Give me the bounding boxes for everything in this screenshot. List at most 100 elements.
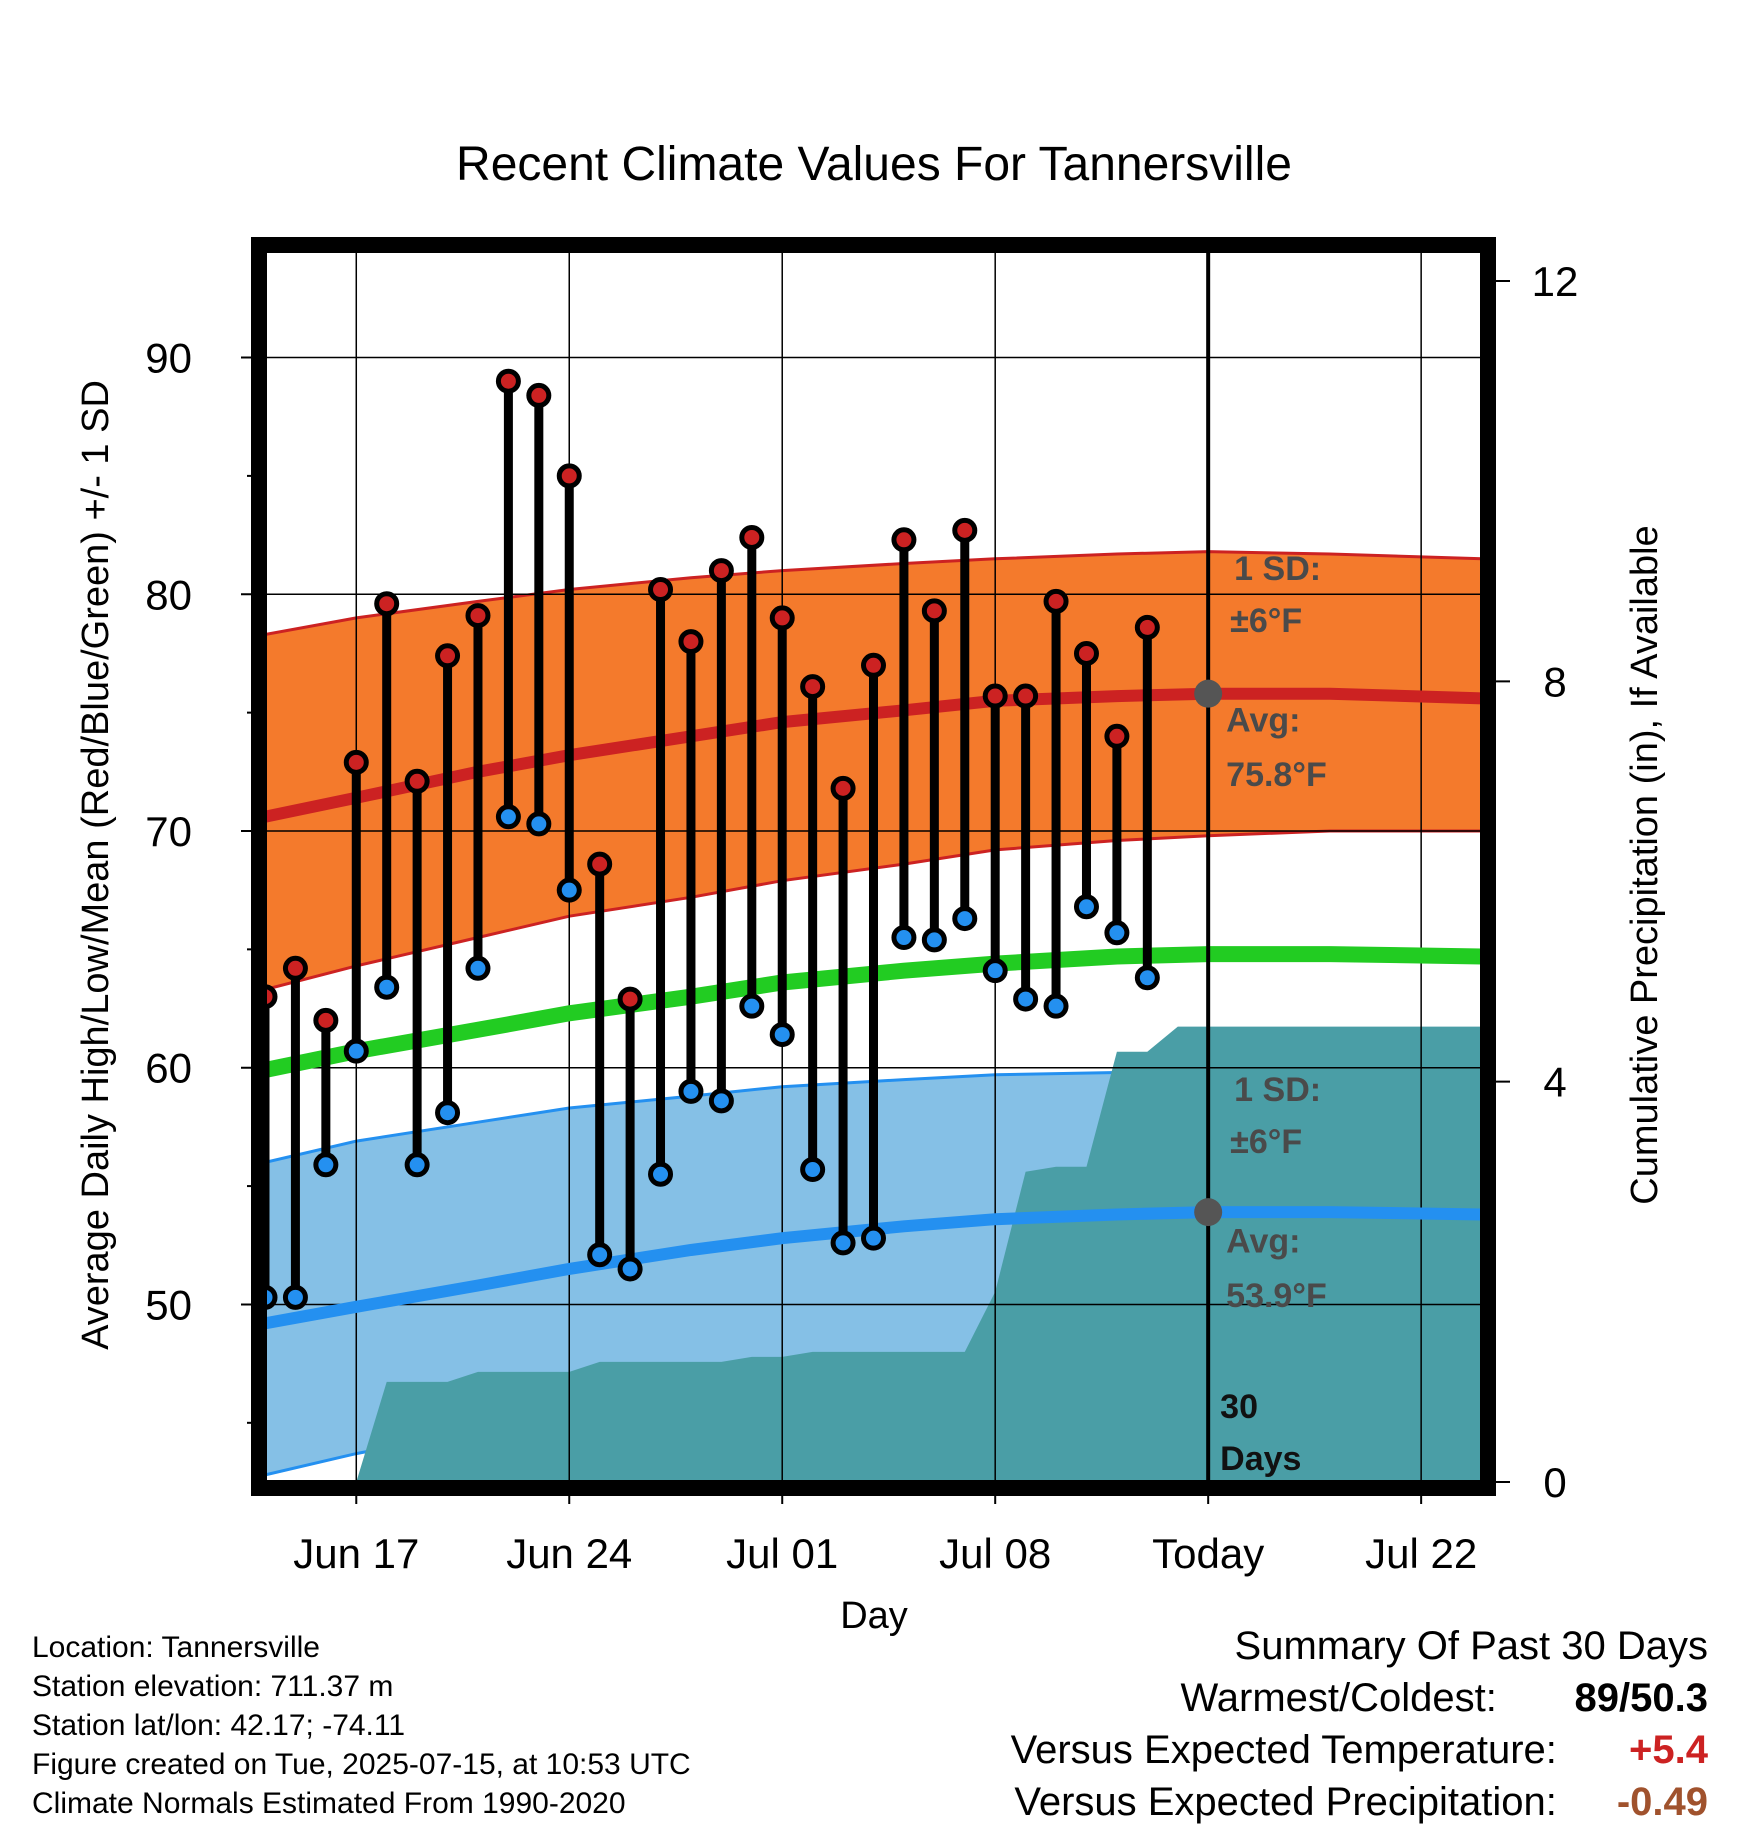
y-axis-label-left: Average Daily High/Low/Mean (Red/Blue/Gr…	[75, 380, 117, 1350]
daily-low-point	[1073, 894, 1099, 920]
y-tick-label-left: 80	[145, 571, 192, 618]
daily-low-point	[861, 1225, 886, 1251]
daily-low-point	[648, 1161, 674, 1187]
daily-low-point	[1043, 993, 1069, 1019]
daily-high-point	[648, 577, 674, 603]
low-avg-label: Avg:	[1226, 1222, 1300, 1260]
y-axis-label-right: Cumulative Precipitation (in), If Availa…	[1624, 525, 1666, 1204]
avg-high-line	[265, 687, 1482, 823]
daily-high-point	[526, 382, 552, 408]
station-info: Location: Tannersville Station elevation…	[32, 1628, 691, 1823]
daily-low-point	[556, 877, 582, 903]
axes: Jun 17 Jun 24 Jul 01 Jul 08 Today Jul 22 50 60 7…	[145, 237, 1579, 1577]
y-tick-label-right: 0	[1543, 1459, 1566, 1506]
window-days-label: Days	[1220, 1440, 1301, 1478]
daily-high-point	[435, 643, 461, 669]
daily-low-point	[800, 1157, 826, 1183]
created-text: Figure created on Tue, 2025-07-15, at 10…	[32, 1748, 691, 1781]
daily-high-point	[495, 368, 521, 394]
x-tick-label: Jun 24	[506, 1530, 632, 1577]
daily-low-point	[708, 1088, 734, 1114]
daily-low-point	[374, 974, 400, 1000]
location-text: Location: Tannersville	[32, 1631, 320, 1664]
low-sd-value: ±6°F	[1230, 1123, 1302, 1161]
daily-high-point	[678, 629, 704, 655]
daily-high-point	[739, 524, 765, 550]
y-tick-label-left: 50	[145, 1281, 192, 1328]
daily-low-point	[769, 1022, 795, 1048]
today-avg-high-marker	[1194, 679, 1223, 708]
daily-low-point	[282, 1284, 308, 1310]
daily-high-point	[282, 955, 308, 981]
normals-text: Climate Normals Estimated From 1990-2020	[32, 1787, 626, 1820]
daily-low-point	[1134, 965, 1160, 991]
low-avg-value: 53.9°F	[1226, 1277, 1327, 1315]
daily-low-point	[435, 1100, 461, 1126]
daily-high-point	[1073, 640, 1099, 666]
daily-low-point	[587, 1242, 613, 1268]
y-tick-label-right: 8	[1543, 658, 1566, 705]
daily-low-point	[921, 927, 947, 953]
daily-high-point	[982, 683, 1008, 709]
x-tick-label: Jul 22	[1365, 1530, 1477, 1577]
x-tick-label: Today	[1152, 1530, 1264, 1577]
y-tick-label-left: 90	[145, 335, 192, 382]
daily-low-point	[982, 958, 1008, 984]
high-avg-value: 75.8°F	[1226, 756, 1327, 794]
summary-warmest-coldest: Warmest/Coldest: 89/50.3	[1011, 1672, 1709, 1724]
plot-content	[265, 251, 1482, 1482]
temp-label: Versus Expected Temperature:	[1010, 1728, 1557, 1772]
summary-panel: Summary Of Past 30 Days Warmest/Coldest:…	[1011, 1620, 1708, 1828]
daily-high-point	[617, 986, 643, 1012]
daily-low-point	[617, 1256, 643, 1282]
daily-high-point	[313, 1007, 339, 1033]
x-tick-label: Jun 17	[293, 1530, 419, 1577]
daily-high-point	[1013, 683, 1039, 709]
daily-high-point	[1104, 723, 1130, 749]
daily-low-point	[313, 1152, 339, 1178]
daily-high-point	[769, 605, 795, 631]
daily-high-point	[374, 591, 400, 617]
y-tick-label-right: 12	[1532, 258, 1579, 305]
daily-high-point	[556, 463, 582, 489]
daily-high-point	[265, 984, 278, 1010]
x-tick-label: Jul 08	[939, 1530, 1051, 1577]
plot-area	[265, 251, 1482, 1482]
y-tick-label-right: 4	[1543, 1059, 1566, 1106]
precip-area	[265, 1026, 1482, 1482]
daily-high-point	[921, 598, 947, 624]
daily-high-point	[1043, 588, 1069, 614]
coldest-value: 50.3	[1630, 1676, 1708, 1720]
warmest-coldest-label: Warmest/Coldest:	[1180, 1676, 1497, 1720]
daily-low-point	[1013, 986, 1039, 1012]
daily-low-point	[404, 1152, 430, 1178]
daily-high-point	[708, 558, 734, 584]
today-avg-low-marker	[1194, 1198, 1223, 1227]
window-days-number: 30	[1220, 1388, 1258, 1426]
daily-high-point	[587, 851, 613, 877]
low-sd-label: 1 SD:	[1234, 1071, 1321, 1109]
daily-low-point	[526, 811, 552, 837]
daily-high-point	[1134, 614, 1160, 640]
high-sd-label: 1 SD:	[1234, 550, 1321, 588]
daily-low-point	[1104, 920, 1130, 946]
summary-temp: Versus Expected Temperature: +5.4	[1011, 1724, 1708, 1776]
daily-low-point	[830, 1230, 856, 1256]
y-tick-label-left: 70	[145, 808, 192, 855]
daily-low-point	[952, 906, 978, 932]
y-tick-label-left: 60	[145, 1045, 192, 1092]
precip-label: Versus Expected Precipitation:	[1014, 1780, 1557, 1824]
latlon-text: Station lat/lon: 42.17; -74.11	[32, 1709, 406, 1742]
x-tick-label: Jul 01	[726, 1530, 838, 1577]
warmest-coldest-value: 89/50.3	[1574, 1676, 1708, 1720]
x-axis-label: Day	[840, 1595, 908, 1637]
summary-precip: Versus Expected Precipitation: -0.49	[1011, 1776, 1708, 1828]
daily-low-point	[678, 1078, 704, 1104]
plot-frame	[251, 237, 1496, 1496]
daily-high-point	[343, 749, 369, 775]
annotations: 1 SD: ±6°F Avg: 75.8°F 1 SD: ±6°F Avg: 53.9°F 30…	[1220, 550, 1327, 1478]
daily-low-point	[739, 993, 765, 1019]
daily-low-point	[343, 1038, 369, 1064]
summary-heading: Summary Of Past 30 Days	[1234, 1624, 1708, 1668]
